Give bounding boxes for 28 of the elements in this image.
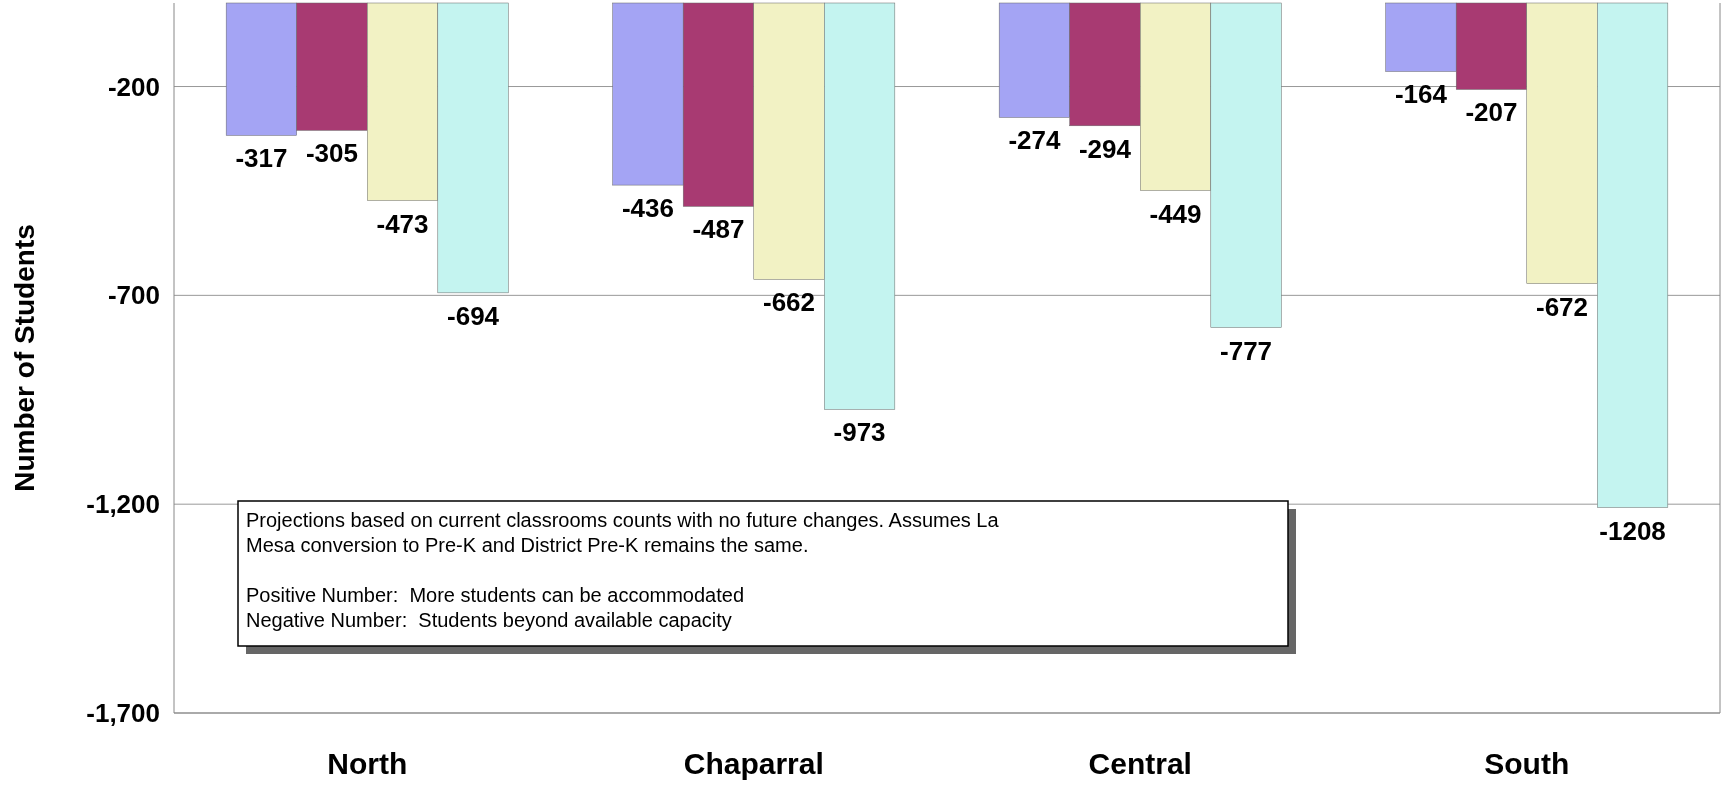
x-tick-label: South [1484, 747, 1570, 780]
x-tick-label: North [327, 747, 408, 780]
x-tick-label: Central [1088, 747, 1192, 780]
y-tick-label: -1,700 [86, 698, 160, 729]
data-label: -473 [376, 208, 429, 239]
data-label: -672 [1535, 291, 1589, 322]
data-label: -317 [235, 143, 288, 174]
data-label: -294 [1078, 133, 1132, 164]
data-label: -436 [621, 193, 674, 224]
data-label: -449 [1149, 198, 1202, 229]
annotation: Negative Number: Students beyond available capacity [246, 609, 732, 631]
y-tick-label: -700 [107, 280, 160, 311]
data-label: -694 [447, 300, 500, 331]
y-tick-label: -200 [107, 71, 160, 102]
data-label: -305 [305, 138, 359, 169]
data-label: -662 [762, 287, 816, 318]
data-label: -207 [1465, 97, 1518, 128]
annotation: Projections based on current classrooms counts with no future changes. Assumes La Mesa conversion to Pre-K and District Pre-K remains the same. [246, 509, 1000, 556]
data-label: -274 [1008, 125, 1061, 156]
x-tick-label: Chaparral [683, 747, 824, 780]
data-label: -777 [1220, 335, 1273, 366]
annotation: Positive Number: More students can be accommodated [246, 584, 745, 606]
data-label: -487 [692, 214, 745, 245]
data-label: -164 [1394, 79, 1448, 110]
y-axis-title: Number of Students [9, 224, 40, 492]
y-tick-label: -1,200 [86, 489, 160, 520]
data-label: -1208 [1599, 515, 1666, 546]
data-label: -973 [833, 417, 886, 448]
